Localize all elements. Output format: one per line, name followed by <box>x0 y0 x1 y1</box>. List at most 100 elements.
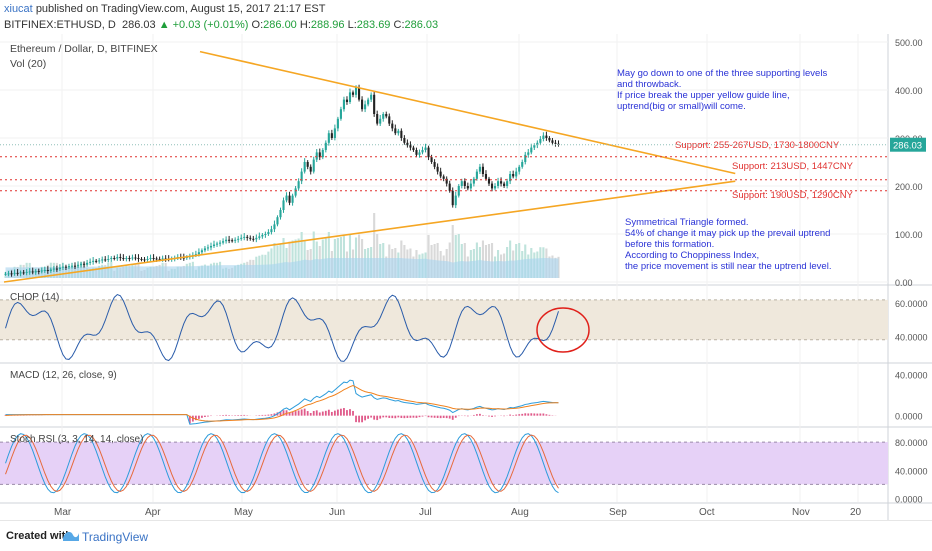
candle-body <box>391 124 393 129</box>
footer: Created with TradingView <box>0 520 932 551</box>
macd-hist-bar <box>261 415 263 416</box>
candle-body <box>62 267 64 268</box>
candle-body <box>261 235 263 236</box>
candle-body <box>418 152 420 154</box>
candle-body <box>231 240 233 241</box>
macd-hist-bar <box>549 415 551 416</box>
tradingview-brand[interactable]: TradingView <box>82 530 148 544</box>
candle-body <box>101 259 103 260</box>
macd-hist-bar <box>482 415 484 416</box>
candle-body <box>421 150 423 152</box>
candle-body <box>307 162 309 167</box>
macd-hist-bar <box>428 416 430 418</box>
candle-body <box>23 272 25 273</box>
candle-body <box>464 181 466 186</box>
high-label: H: <box>300 19 311 31</box>
candle-body <box>59 268 61 269</box>
candle-body <box>143 259 145 260</box>
macd-hist-bar <box>518 414 520 415</box>
low-label: L: <box>348 19 357 31</box>
candle-body <box>204 248 206 250</box>
candle-body <box>542 136 544 139</box>
macd-hist-bar <box>198 416 200 419</box>
y-tick-label: 200.00 <box>895 182 923 192</box>
candle-body <box>213 245 215 246</box>
candle-body <box>506 181 508 186</box>
macd-hist-bar <box>264 415 266 416</box>
chop-tick-label: 40.0000 <box>895 333 928 343</box>
macd-hist-bar <box>307 411 309 416</box>
macd-hist-bar <box>295 411 297 416</box>
macd-hist-bar <box>243 415 245 416</box>
chart-area[interactable]: 500.00400.00300.00200.00100.000.00Suppor… <box>0 34 932 520</box>
candle-body <box>17 273 19 274</box>
candle-body <box>104 259 106 260</box>
candle-body <box>116 257 118 258</box>
x-tick-label: Sep <box>609 507 627 518</box>
close-label: C: <box>394 19 405 31</box>
x-tick-label: Jul <box>419 507 432 518</box>
last-price-label: 286.03 <box>893 141 922 152</box>
macd-hist-bar <box>434 416 436 418</box>
y-tick-label: 400.00 <box>895 86 923 96</box>
macd-hist-bar <box>494 416 496 417</box>
macd-hist-bar <box>319 412 321 415</box>
candle-body <box>458 186 460 196</box>
candle-body <box>74 266 76 267</box>
candle-body <box>313 160 315 172</box>
candle-body <box>240 238 242 239</box>
stoch-band <box>0 442 888 484</box>
candle-body <box>219 243 221 244</box>
candle-body <box>201 250 203 252</box>
candle-body <box>545 136 547 138</box>
annotation-note: May go down to one of the three supporti… <box>617 68 827 79</box>
macd-hist-bar <box>271 414 273 415</box>
macd-hist-bar <box>512 415 514 416</box>
candle-body <box>246 237 248 238</box>
macd-hist-bar <box>313 411 315 416</box>
candle-body <box>140 259 142 260</box>
macd-hist-bar <box>328 410 330 416</box>
macd-hist-bar <box>370 416 372 418</box>
low-value: 283.69 <box>357 19 391 31</box>
annotation-note: Symmetrical Triangle formed. <box>625 217 749 228</box>
x-tick-label: Jun <box>329 507 345 518</box>
macd-hist-bar <box>349 409 351 416</box>
candle-body <box>264 234 266 235</box>
candle-body <box>373 95 375 114</box>
candle-body <box>146 259 148 260</box>
macd-hist-bar <box>443 416 445 418</box>
candle-body <box>403 138 405 143</box>
stoch-tick-label: 0.0000 <box>895 494 923 504</box>
macd-hist-bar <box>388 416 390 418</box>
x-tick-label: Aug <box>511 507 529 518</box>
candle-body <box>198 252 200 254</box>
candle-body <box>35 271 37 272</box>
publish-info: xiucat published on TradingView.com, Aug… <box>4 3 325 15</box>
author-link[interactable]: xiucat <box>4 3 33 15</box>
candle-body <box>424 148 426 150</box>
macd-hist-bar <box>228 415 230 416</box>
macd-hist-bar <box>373 416 375 420</box>
macd-hist-bar <box>416 416 418 418</box>
published-text: published on TradingView.com, August 15,… <box>36 3 326 15</box>
candle-body <box>337 119 339 129</box>
close-value: 286.03 <box>405 19 439 31</box>
macd-hist-bar <box>310 413 312 416</box>
candle-body <box>331 133 333 138</box>
candle-body <box>322 150 324 157</box>
x-tick-label: Apr <box>145 507 161 518</box>
candle-body <box>292 196 294 203</box>
macd-hist-bar <box>545 414 547 415</box>
macd-hist-bar <box>343 408 345 416</box>
candle-body <box>539 139 541 143</box>
symbol-label: BITFINEX:ETHUSD, D <box>4 19 116 31</box>
ohlc-line: BITFINEX:ETHUSD, D 286.03 ▲ +0.03 (+0.01… <box>4 19 438 31</box>
candle-body <box>328 133 330 143</box>
macd-hist-bar <box>340 409 342 416</box>
candle-body <box>14 273 16 274</box>
candle-body <box>382 114 384 119</box>
candle-body <box>427 148 429 158</box>
candle-body <box>527 152 529 154</box>
macd-hist-bar <box>240 415 242 416</box>
